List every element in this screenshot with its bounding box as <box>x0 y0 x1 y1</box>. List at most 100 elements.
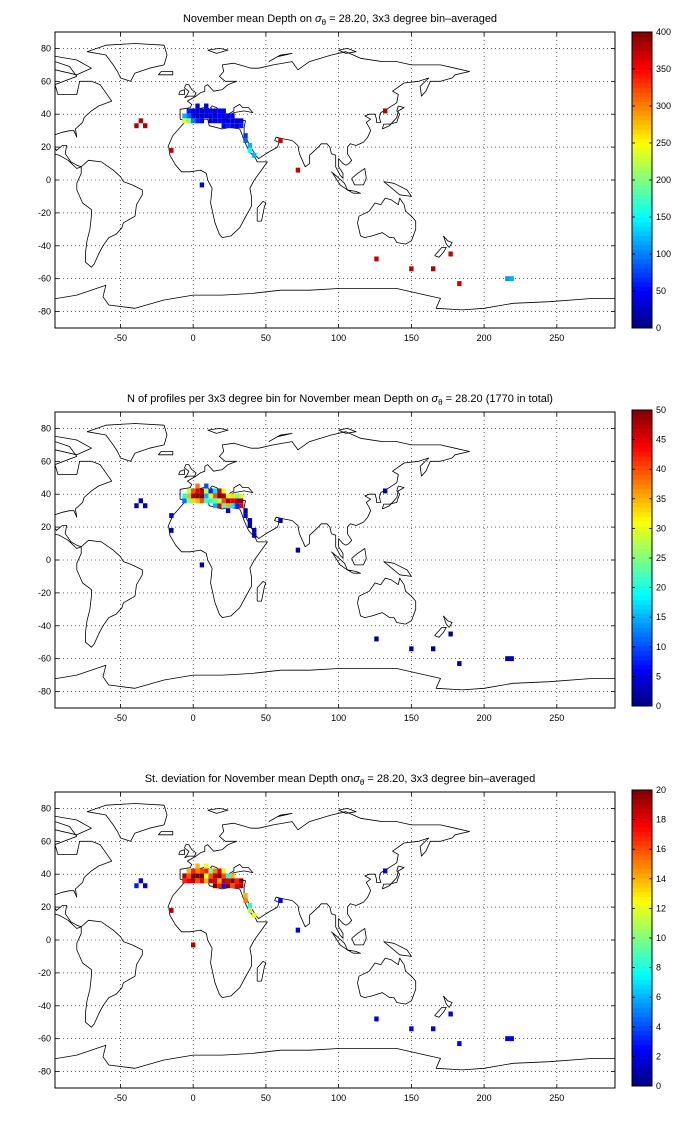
data-cell <box>186 113 191 119</box>
x-tick-label: 50 <box>261 713 271 723</box>
colorbar-step <box>632 914 652 920</box>
data-cell <box>143 503 148 509</box>
colorbar-tick-label: 5 <box>656 671 661 681</box>
x-tick-label: 150 <box>404 333 419 343</box>
colorbar-step <box>632 641 652 647</box>
colorbar-tick-label: 35 <box>656 494 666 504</box>
data-cell <box>195 113 200 119</box>
data-cell <box>195 498 200 504</box>
data-cell <box>225 118 231 124</box>
data-cell <box>448 251 453 257</box>
data-cell <box>278 138 283 143</box>
data-cell <box>239 123 244 129</box>
colorbar-step <box>632 428 652 434</box>
colorbar-step <box>632 267 652 273</box>
colorbar-tick-label: 25 <box>656 553 666 563</box>
data-cell <box>217 868 222 874</box>
data-cell <box>186 878 191 884</box>
data-cell <box>239 493 244 499</box>
colorbar-step <box>632 456 652 462</box>
coastline-19 <box>338 808 357 814</box>
coastline-7 <box>256 581 267 602</box>
data-cell <box>225 123 231 129</box>
data-cell <box>230 503 235 509</box>
colorbar-step <box>632 696 652 702</box>
colorbar-step <box>632 230 652 236</box>
coastline-11 <box>381 865 405 890</box>
colorbar-step <box>632 484 652 490</box>
data-cell <box>212 108 218 114</box>
data-cell <box>182 113 187 119</box>
coastline-10 <box>157 451 174 456</box>
data-cell <box>243 138 248 143</box>
data-cell <box>204 863 209 869</box>
y-tick-label: 80 <box>41 43 51 53</box>
data-cell <box>221 868 226 874</box>
y-tick-label: 20 <box>41 142 51 152</box>
data-cell <box>243 133 248 139</box>
x-tick-label: 100 <box>331 333 346 343</box>
x-tick-label: 250 <box>549 713 564 723</box>
colorbar-tick-label: 8 <box>656 963 661 973</box>
data-cell <box>234 883 239 889</box>
data-cell <box>431 646 436 652</box>
data-cell <box>204 868 209 874</box>
data-cell <box>221 113 226 119</box>
data-cell <box>212 493 218 499</box>
colorbar-step <box>632 423 652 429</box>
data-cell <box>134 503 139 509</box>
data-cell <box>234 493 239 499</box>
colorbar-step <box>632 687 652 693</box>
data-cell <box>195 488 200 494</box>
colorbar-step <box>632 410 652 416</box>
data-cell <box>199 878 205 884</box>
colorbar-step <box>632 956 652 962</box>
colorbar-step <box>632 618 652 624</box>
colorbar-step <box>632 548 652 554</box>
data-cell <box>217 878 222 884</box>
colorbar-step <box>632 152 652 158</box>
data-cell <box>199 562 205 568</box>
data-cell <box>230 873 235 879</box>
colorbar-step <box>632 553 652 559</box>
data-cell <box>457 281 462 287</box>
data-cell <box>252 912 257 918</box>
data-cell <box>243 513 248 519</box>
colorbar-step <box>632 1081 652 1087</box>
colorbar-step <box>632 910 652 916</box>
data-cell <box>431 266 436 272</box>
data-cell <box>217 493 222 499</box>
colorbar-step <box>632 840 652 846</box>
colorbar: 0 2 4 6 8 10 12 14 16 18 20 <box>631 785 666 1091</box>
data-cell <box>195 863 200 869</box>
data-cell <box>221 108 226 114</box>
colorbar-tick-label: 300 <box>656 101 671 111</box>
colorbar-step <box>632 309 652 315</box>
data-cell <box>199 113 205 119</box>
data-cell <box>169 147 174 153</box>
colorbar-step <box>632 217 652 223</box>
colorbar-step <box>632 170 652 176</box>
x-tick-label: 0 <box>191 713 196 723</box>
colorbar-step <box>632 32 652 38</box>
colorbar-step <box>632 447 652 453</box>
data-cell <box>225 883 231 889</box>
y-tick-label: -40 <box>38 1001 51 1011</box>
y-tick-label: -80 <box>38 1067 51 1077</box>
colorbar-step <box>632 882 652 888</box>
data-cell <box>374 1016 379 1022</box>
colorbar-step <box>632 1021 652 1027</box>
data-cell <box>225 498 231 504</box>
data-cell <box>221 883 226 889</box>
colorbar-step <box>632 277 652 283</box>
coastline-19 <box>338 48 357 54</box>
data-cell <box>186 488 191 494</box>
data-cell <box>217 113 222 119</box>
data-cell <box>295 547 301 553</box>
colorbar-tick-label: 16 <box>656 844 666 854</box>
colorbar-step <box>632 124 652 130</box>
colorbar-step <box>632 451 652 457</box>
data-cell <box>204 488 209 494</box>
data-cell <box>239 118 244 124</box>
colorbar-tick-label: 6 <box>656 992 661 1002</box>
